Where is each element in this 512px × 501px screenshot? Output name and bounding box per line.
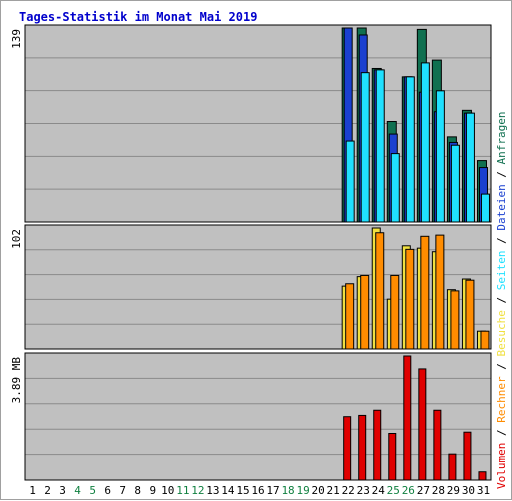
bar-volumen-day-25 [388, 433, 397, 481]
panel-border [24, 24, 492, 223]
legend-seiten: Seiten [495, 251, 508, 291]
x-tick-label-18: 18 [281, 484, 294, 497]
bar-rechner-day-30 [465, 279, 475, 350]
y-max-label: 3.89 MB [10, 357, 23, 404]
bar-seiten-day-23 [360, 72, 370, 223]
x-tick-label-19: 19 [296, 484, 309, 497]
legend: Volumen / Rechner / Besuche / Seiten / D… [495, 111, 508, 489]
x-tick-label-14: 14 [221, 484, 235, 497]
bar-rechner-day-24 [375, 232, 385, 350]
legend-separator: / [495, 164, 508, 184]
x-tick-label-10: 10 [161, 484, 174, 497]
x-tick-label-20: 20 [312, 484, 325, 497]
bar-rechner-day-26 [405, 248, 415, 350]
bar-seiten-day-22 [345, 140, 355, 223]
x-tick-label-22: 22 [342, 484, 355, 497]
x-tick-label-27: 27 [417, 484, 430, 497]
bar-volumen-day-29 [448, 453, 457, 481]
bar-rechner-day-31 [480, 330, 490, 350]
bar-seiten-day-25 [390, 153, 400, 223]
legend-rechner: Rechner [495, 376, 508, 423]
x-tick-label-15: 15 [236, 484, 249, 497]
bar-rechner-day-22 [345, 283, 355, 350]
x-tick-label-3: 3 [59, 484, 66, 497]
x-tick-label-5: 5 [89, 484, 96, 497]
x-tick-label-23: 23 [357, 484, 370, 497]
legend-separator: / [495, 290, 508, 310]
bar-volumen-day-31 [478, 471, 487, 481]
x-tick-label-31: 31 [477, 484, 490, 497]
x-tick-label-13: 13 [206, 484, 219, 497]
bar-rechner-day-29 [450, 290, 460, 350]
x-tick-label-25: 25 [387, 484, 400, 497]
y-max-label: 102 [10, 229, 23, 249]
bar-rechner-day-23 [360, 274, 370, 350]
x-tick-label-1: 1 [29, 484, 36, 497]
bar-volumen-day-27 [418, 368, 427, 481]
bar-seiten-day-28 [435, 90, 445, 223]
x-tick-label-24: 24 [372, 484, 386, 497]
bar-volumen-day-30 [463, 431, 472, 481]
x-tick-label-12: 12 [191, 484, 204, 497]
panel-top: 139 [10, 24, 492, 223]
bar-volumen-day-23 [358, 414, 367, 481]
bar-volumen-day-26 [403, 355, 412, 481]
bar-seiten-day-27 [420, 62, 430, 223]
panel-border [24, 352, 492, 481]
chart-title: Tages-Statistik im Monat Mai 2019 [19, 10, 257, 24]
x-tick-label-17: 17 [266, 484, 279, 497]
x-tick-label-16: 16 [251, 484, 264, 497]
bar-seiten-day-31 [480, 193, 490, 223]
bar-seiten-day-24 [375, 69, 385, 223]
x-tick-label-28: 28 [432, 484, 445, 497]
bar-rechner-day-27 [420, 235, 430, 350]
x-tick-label-8: 8 [134, 484, 141, 497]
x-tick-label-30: 30 [462, 484, 475, 497]
x-tick-label-29: 29 [447, 484, 460, 497]
bar-seiten-day-29 [450, 144, 460, 223]
x-tick-label-7: 7 [119, 484, 126, 497]
bar-volumen-day-28 [433, 409, 442, 481]
x-tick-label-6: 6 [104, 484, 111, 497]
legend-text: Volumen / Rechner / Besuche / Seiten / D… [495, 111, 508, 489]
legend-volumen: Volumen [495, 443, 508, 489]
bar-seiten-day-30 [465, 112, 475, 223]
bar-volumen-day-24 [373, 409, 382, 481]
x-tick-label-4: 4 [74, 484, 81, 497]
x-tick-label-21: 21 [327, 484, 340, 497]
panel-middle: 102 [10, 224, 492, 350]
legend-anfragen: Anfragen [495, 111, 508, 164]
bar-rechner-day-28 [435, 234, 445, 350]
legend-separator: / [495, 423, 508, 443]
bar-rechner-day-25 [390, 274, 400, 350]
chart-panels: 139 102 3.89 MB [10, 24, 492, 481]
x-tick-label-2: 2 [44, 484, 51, 497]
legend-separator: / [495, 357, 508, 377]
legend-separator: / [495, 231, 508, 251]
y-max-label: 139 [10, 29, 23, 49]
legend-dateien: Dateien [495, 184, 508, 230]
panel-border [24, 224, 492, 350]
x-axis-labels: 1 2 3 4 5 6 7 8 9 10 11 12 13 14 15 16 17 18 19 20 21 22 23 24 2… [29, 484, 490, 497]
panel-bottom: 3.89 MB [10, 352, 492, 481]
legend-besuche: Besuche [495, 310, 508, 356]
x-tick-label-9: 9 [149, 484, 156, 497]
x-tick-label-26: 26 [402, 484, 415, 497]
bar-volumen-day-22 [343, 416, 352, 481]
x-tick-label-11: 11 [176, 484, 189, 497]
bar-seiten-day-26 [405, 76, 415, 223]
